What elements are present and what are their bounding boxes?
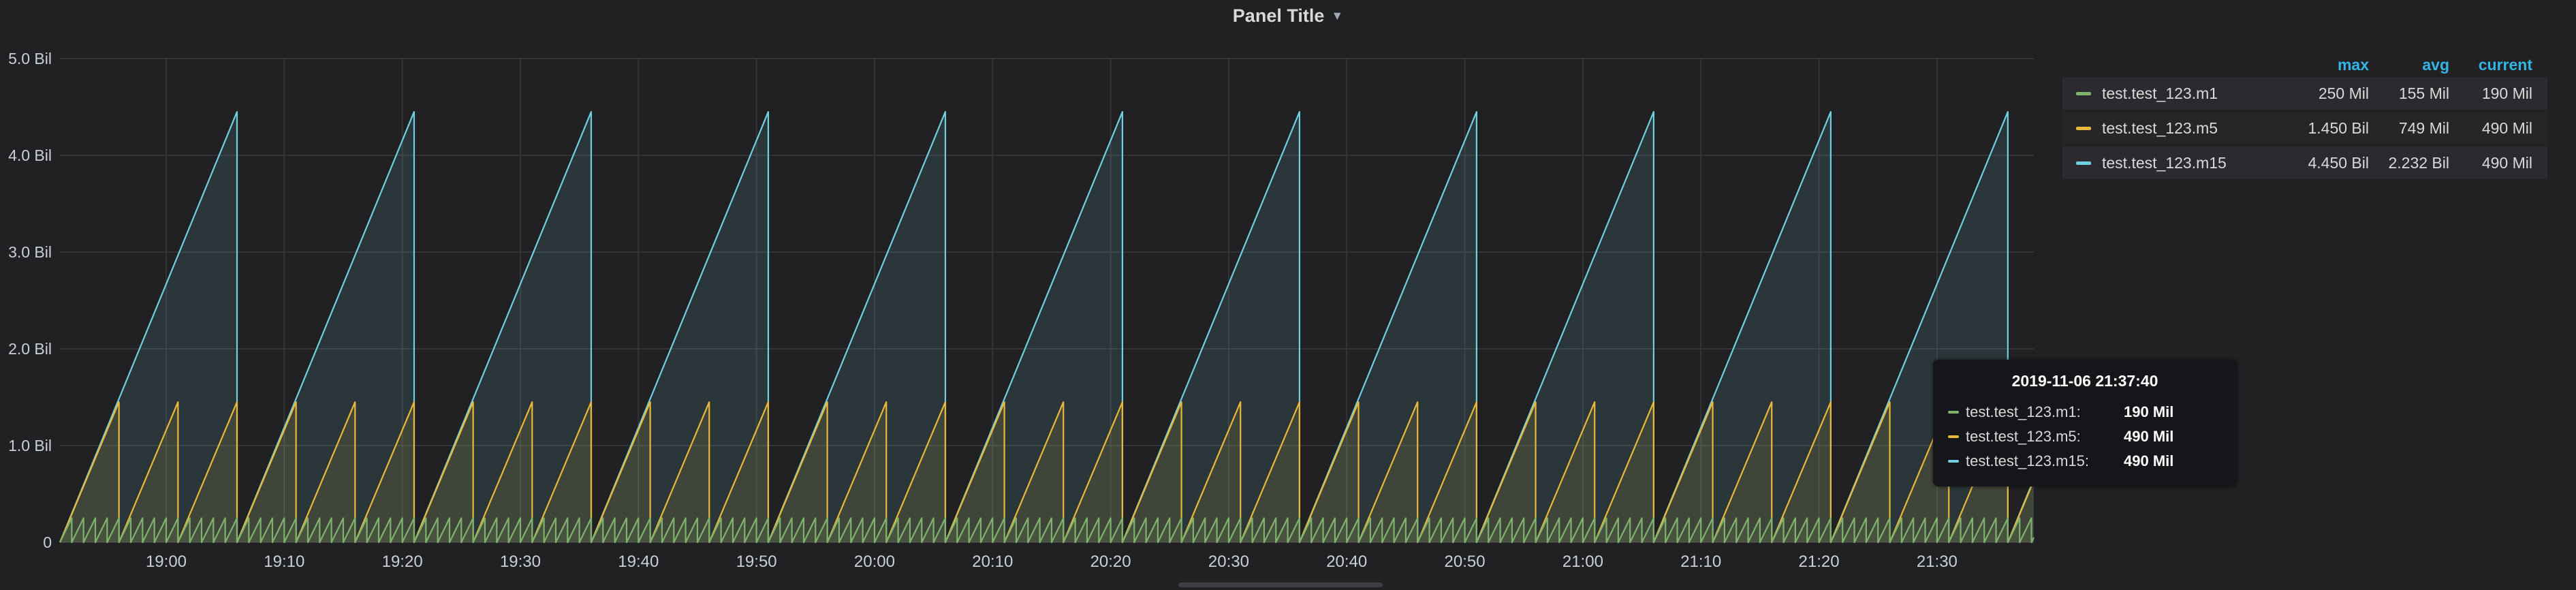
- tooltip-row: test.test_123.m15: 490 Mil: [1948, 449, 2222, 473]
- graph-tooltip: 2019-11-06 21:37:40 test.test_123.m1: 190…: [1933, 360, 2237, 486]
- chevron-down-icon: ▼: [1331, 9, 1344, 22]
- legend-max-value: 250 Mil: [2318, 84, 2369, 102]
- x-tick-label: 20:50: [1445, 553, 1486, 571]
- legend-avg-value: 2.232 Bil: [2388, 153, 2449, 172]
- y-tick-label: 4.0 Bil: [8, 146, 52, 164]
- panel-title-text: Panel Title: [1232, 5, 1325, 26]
- legend-series-name[interactable]: test.test_123.m5: [2102, 119, 2218, 137]
- tooltip-series-swatch: [1948, 411, 1959, 414]
- legend-header: max avg current: [2062, 55, 2547, 75]
- tooltip-series-name: test.test_123.m1:: [1966, 403, 2081, 420]
- tooltip-time: 2019-11-06 21:37:40: [2011, 372, 2158, 390]
- series-color-swatch[interactable]: [2076, 91, 2091, 95]
- legend-header-max[interactable]: max: [2337, 55, 2369, 74]
- legend-row[interactable]: test.test_123.m15 4.450 Bil 2.232 Bil 490 M…: [2062, 146, 2547, 179]
- x-tick-label: 21:30: [1917, 553, 1958, 571]
- legend-row[interactable]: test.test_123.m1 250 Mil 155 Mil 190 Mil: [2062, 77, 2547, 110]
- x-tick-label: 19:50: [736, 553, 777, 571]
- y-tick-label: 3.0 Bil: [8, 243, 52, 261]
- grid: [60, 58, 2034, 543]
- x-tick-label: 20:10: [972, 553, 1013, 571]
- x-tick-label: 19:30: [500, 553, 541, 571]
- panel-title[interactable]: Panel Title ▼: [0, 5, 2576, 27]
- legend-header-current[interactable]: current: [2478, 55, 2532, 74]
- legend-series-name[interactable]: test.test_123.m15: [2102, 153, 2227, 172]
- x-tick-label: 19:10: [264, 553, 304, 571]
- legend-row[interactable]: test.test_123.m5 1.450 Bil 749 Mil 490 Mil: [2062, 112, 2547, 144]
- y-tick-label: 2.0 Bil: [8, 340, 52, 358]
- legend-series-name[interactable]: test.test_123.m1: [2102, 84, 2218, 102]
- x-tick-label: 21:20: [1799, 553, 1840, 571]
- x-tick-label: 20:40: [1326, 553, 1367, 571]
- series-line-test.test_123.m1[interactable]: [59, 517, 2035, 544]
- legend-current-value: 190 Mil: [2481, 84, 2532, 102]
- legend-header-avg[interactable]: avg: [2422, 55, 2449, 74]
- x-tick-label: 20:00: [854, 553, 895, 571]
- tooltip-series-swatch: [1948, 460, 1959, 463]
- legend-max-value: 1.450 Bil: [2308, 119, 2369, 137]
- series-area-test.test_123.m5: [60, 402, 2034, 542]
- x-tick-label: 20:30: [1208, 553, 1249, 571]
- tooltip-series-name: test.test_123.m5:: [1966, 428, 2081, 445]
- panel-resize-handle[interactable]: [1178, 583, 1383, 587]
- series-area-test.test_123.m15: [60, 112, 2034, 543]
- x-tick-label: 21:10: [1680, 553, 1721, 571]
- legend-avg-value: 749 Mil: [2398, 119, 2449, 137]
- x-tick-label: 19:00: [146, 553, 187, 571]
- tooltip-series-name: test.test_123.m15:: [1966, 452, 2089, 469]
- tooltip-series-value: 490 Mil: [2124, 428, 2174, 445]
- tooltip-series-value: 190 Mil: [2124, 403, 2174, 420]
- series-color-swatch[interactable]: [2076, 126, 2091, 130]
- tooltip-series-swatch: [1948, 435, 1959, 438]
- legend-table: max avg current test.test_123.m1 250 Mil 1…: [2062, 55, 2547, 179]
- legend-current-value: 490 Mil: [2481, 119, 2532, 137]
- x-tick-label: 20:20: [1090, 553, 1131, 571]
- y-tick-label: 1.0 Bil: [8, 437, 52, 454]
- y-tick-label: 5.0 Bil: [8, 50, 52, 67]
- series-color-swatch[interactable]: [2076, 161, 2091, 165]
- tooltip-row: test.test_123.m5: 490 Mil: [1948, 424, 2222, 449]
- x-tick-label: 19:40: [618, 553, 659, 571]
- y-tick-label: 0: [43, 533, 52, 551]
- legend-max-value: 4.450 Bil: [2308, 153, 2369, 172]
- x-tick-label: 21:00: [1562, 553, 1603, 571]
- legend-current-value: 490 Mil: [2481, 153, 2532, 172]
- x-tick-label: 19:20: [382, 553, 423, 571]
- tooltip-row: test.test_123.m1: 190 Mil: [1948, 400, 2222, 424]
- tooltip-series-value: 490 Mil: [2124, 452, 2174, 469]
- legend-avg-value: 155 Mil: [2398, 84, 2449, 102]
